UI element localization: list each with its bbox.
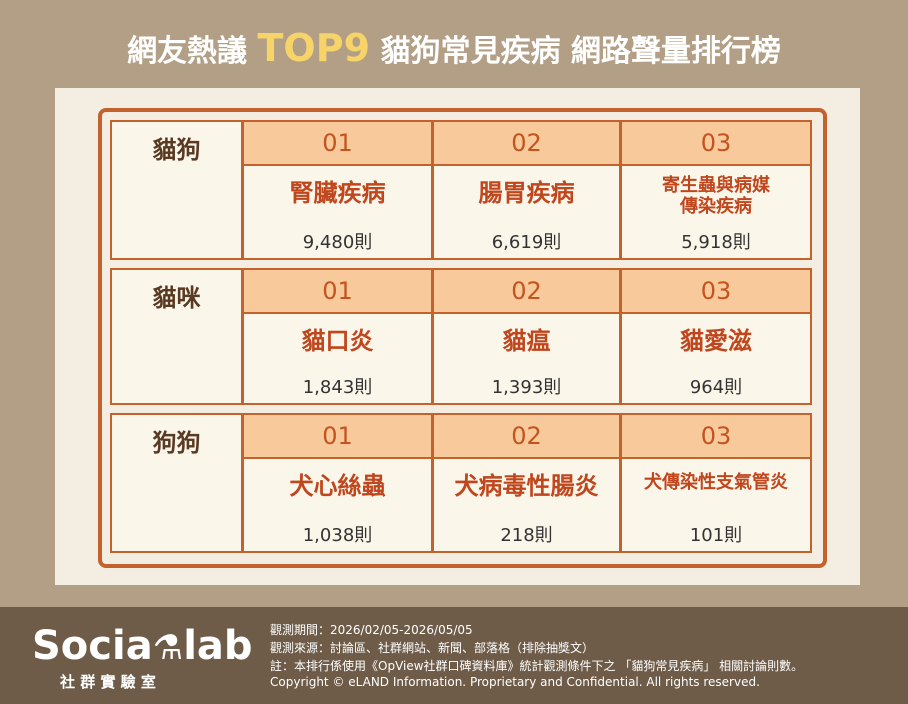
item-cell <box>242 312 433 405</box>
group-cell <box>110 413 243 553</box>
mention-count: 1,393則 <box>491 377 562 398</box>
brand-right: lab <box>183 623 253 669</box>
item-cell <box>432 312 621 405</box>
footer-note: Copyright © eLAND Information. Proprieta… <box>270 675 760 689</box>
disease-name: 貓愛滋 <box>680 327 752 355</box>
mention-count: 218則 <box>500 525 553 546</box>
rank-cell: 03 <box>620 268 812 314</box>
disease-name: 貓瘟 <box>502 327 551 355</box>
item-cell <box>620 164 812 260</box>
title: 網友熱議 TOP9 貓狗常見疾病 網路聲量排行榜 <box>0 26 908 70</box>
mention-count: 1,843則 <box>302 377 373 398</box>
frame <box>98 108 827 568</box>
brand: Socia⚗lab <box>32 623 253 669</box>
brand-sub: 社 群 實 驗 室 <box>60 673 156 691</box>
mention-count: 101則 <box>689 525 743 546</box>
disease-name: 貓口炎 <box>301 327 374 355</box>
disease-name: 寄生蟲與病媒傳染疾病 <box>662 175 770 217</box>
disease-name: 犬傳染性支氣管炎 <box>644 472 788 493</box>
rank-cell: 03 <box>620 413 812 459</box>
title-prefix: 網友熱議 <box>127 34 248 69</box>
rank-cell: 01 <box>242 120 433 166</box>
mention-count: 9,480則 <box>302 232 373 253</box>
rank-cell: 02 <box>432 120 621 166</box>
disease-name: 犬心絲蟲 <box>289 472 386 500</box>
item-cell <box>620 457 812 553</box>
rank-cell: 02 <box>432 268 621 314</box>
group-label: 貓咪 <box>152 284 201 312</box>
rank-cell: 01 <box>242 268 433 314</box>
item-cell <box>242 457 433 553</box>
brand-left: Socia <box>32 623 153 669</box>
footer-note: 觀測期間：2026/02/05-2026/05/05 <box>270 623 473 637</box>
mention-count: 1,038則 <box>302 525 373 546</box>
mention-count: 964則 <box>689 377 743 398</box>
mention-count: 5,918則 <box>681 232 751 253</box>
footer: Socia⚗lab 社 群 實 驗 室 觀測期間：2026/02/05-2026… <box>0 607 908 704</box>
item-cell <box>432 164 621 260</box>
rank-cell: 03 <box>620 120 812 166</box>
item-cell <box>242 164 433 260</box>
footer-note: 註：本排行係使用《OpView社群口碑資料庫》統計觀測條件下之 「貓狗常見疾病」… <box>270 659 804 673</box>
item-cell <box>620 312 812 405</box>
mention-count: 6,619則 <box>491 232 562 253</box>
title-suffix: 貓狗常見疾病 網路聲量排行榜 <box>380 34 781 69</box>
group-cell <box>110 120 243 260</box>
disease-name: 腸胃疾病 <box>478 179 575 207</box>
disease-name: 犬病毒性腸炎 <box>454 472 599 500</box>
rank-cell: 01 <box>242 413 433 459</box>
rank-cell: 02 <box>432 413 621 459</box>
group-label: 貓狗 <box>152 136 201 164</box>
group-label: 狗狗 <box>152 429 201 457</box>
disease-name: 腎臟疾病 <box>289 179 386 207</box>
footer-note: 觀測來源：討論區、社群網站、新聞、部落格（排除抽獎文） <box>270 641 595 655</box>
title-highlight: TOP9 <box>257 26 371 70</box>
